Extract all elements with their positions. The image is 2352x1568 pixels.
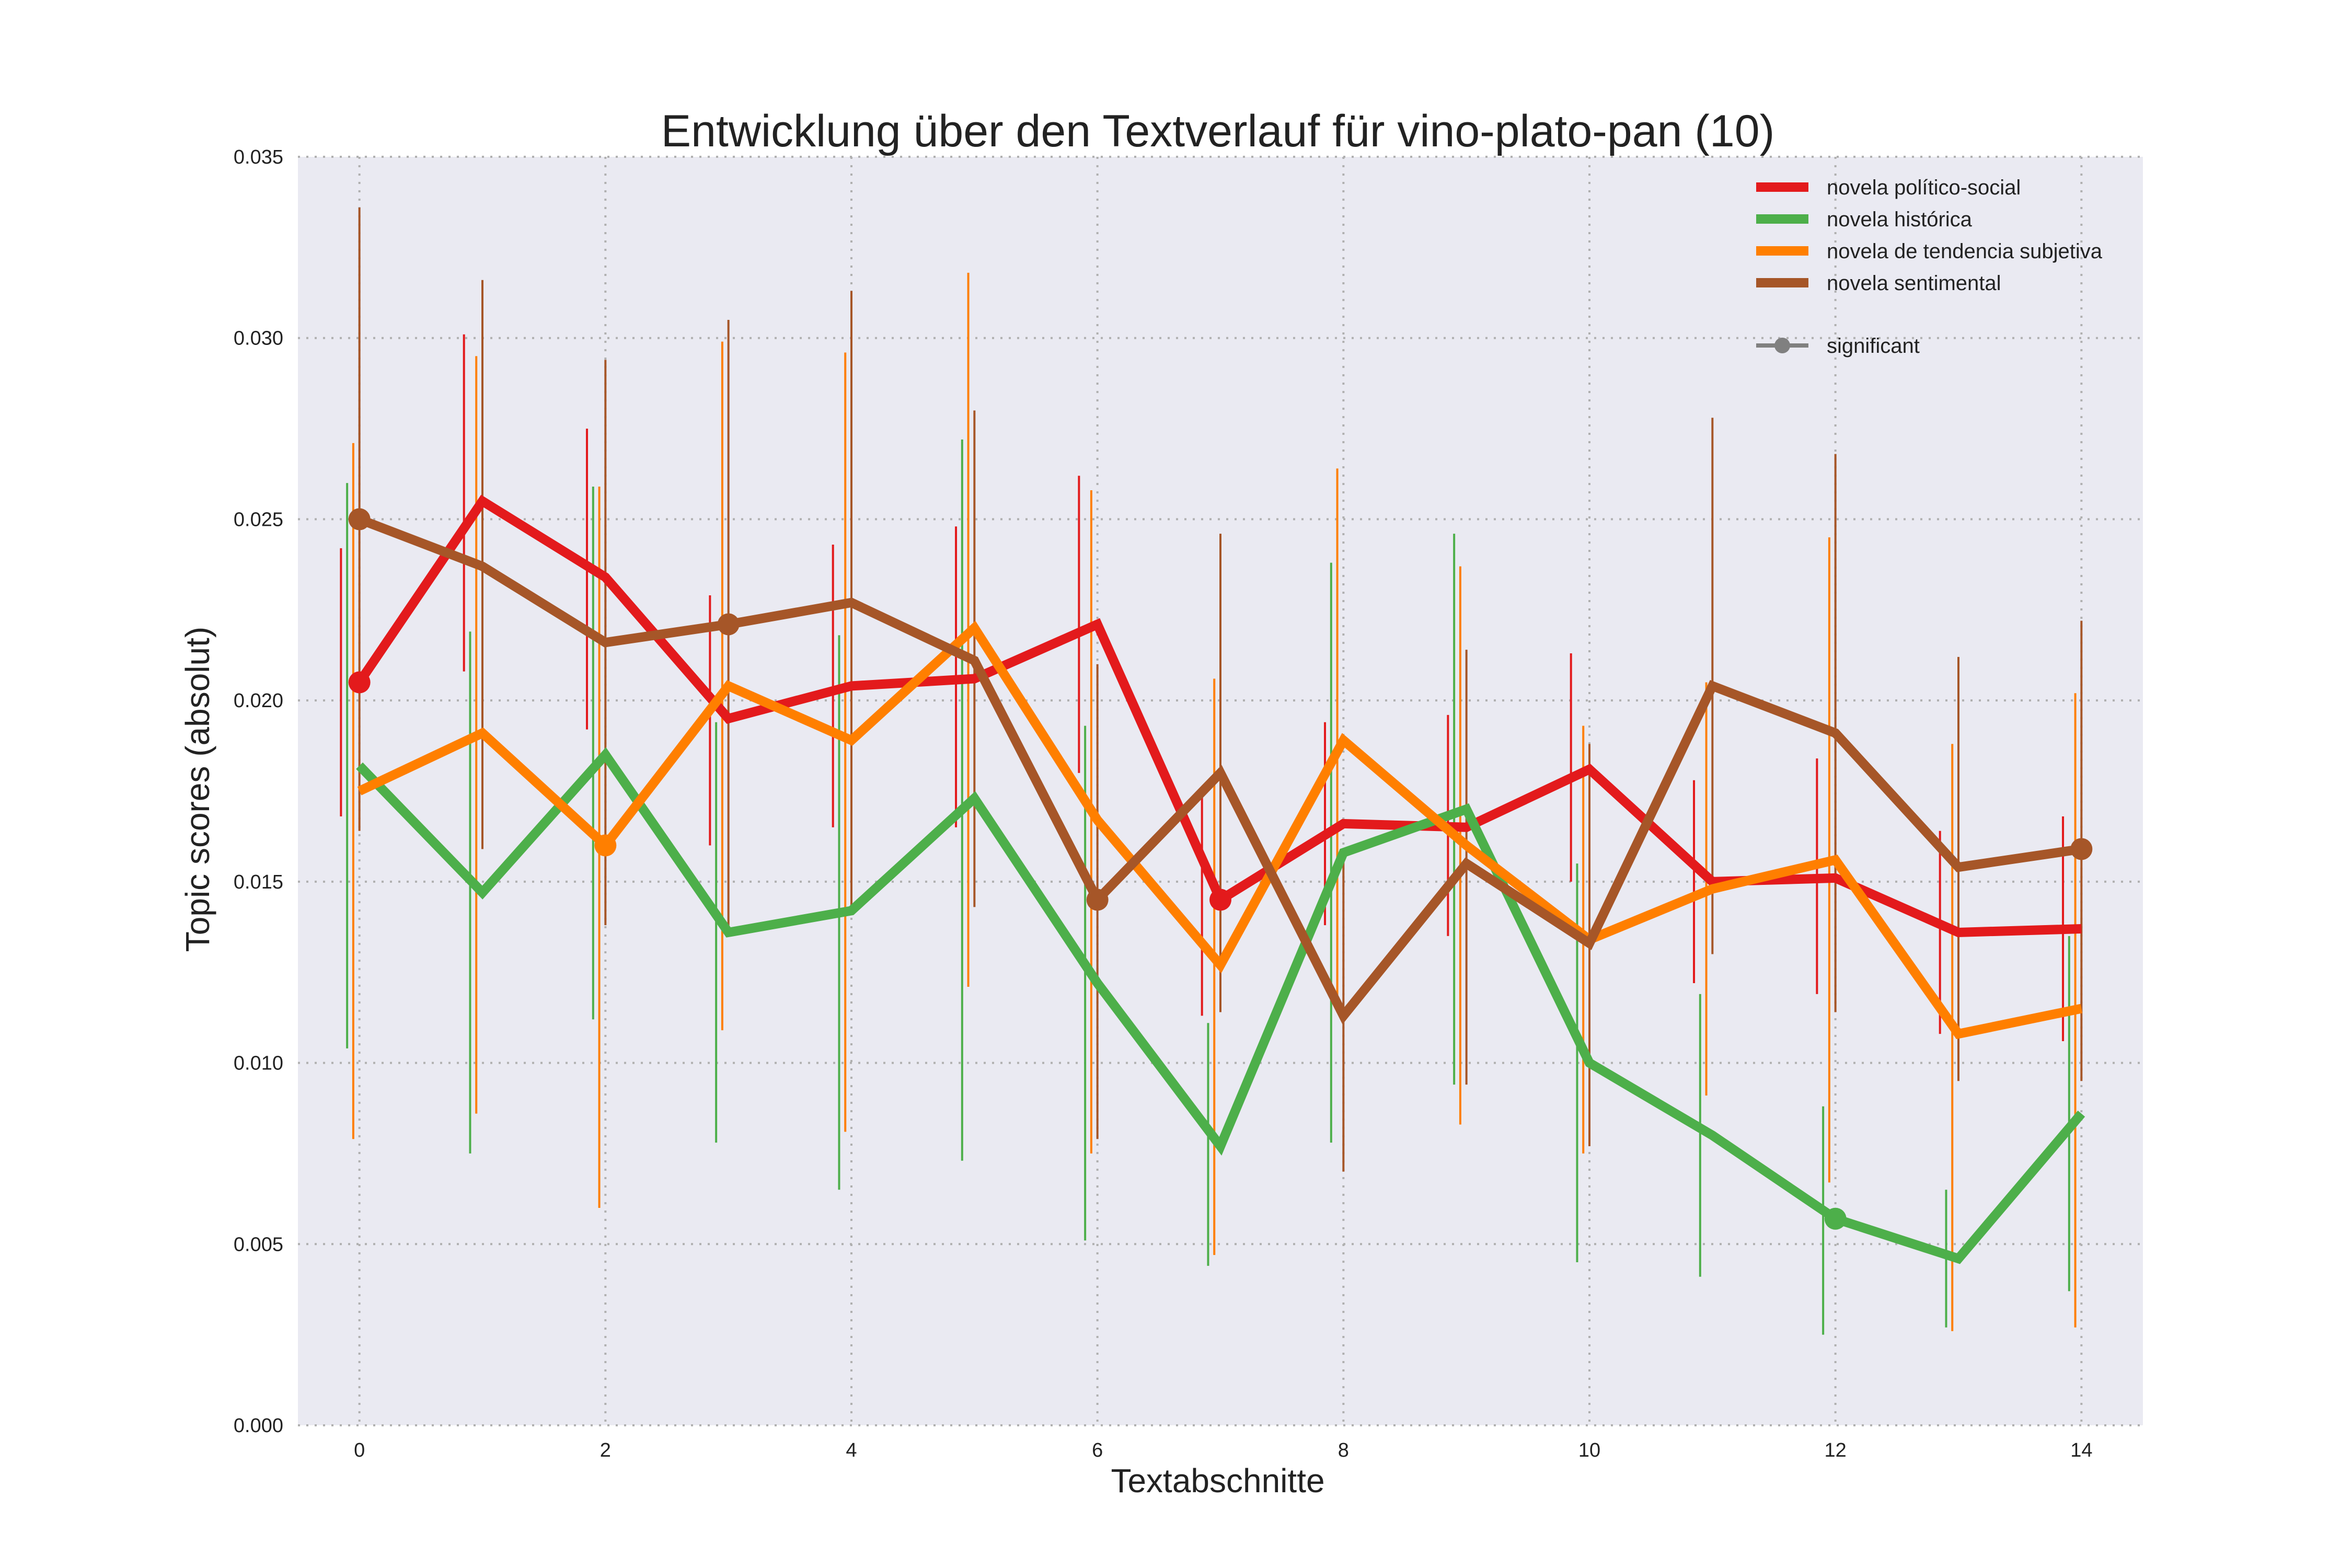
y-tick-label: 0.020 [234,690,283,712]
legend-label: novela histórica [1827,208,1973,231]
y-tick-label: 0.025 [234,509,283,531]
significant-point [1209,889,1231,911]
significant-point [2070,838,2093,860]
legend: novela político-social novela histórica no… [1756,176,2103,358]
y-tick-labels: 0.000 0.005 0.010 0.015 0.020 0.025 0.030 0.035 [234,146,283,1437]
x-tick-label: 4 [846,1439,857,1461]
legend-label: novela sentimental [1827,272,2001,295]
x-tick-label: 12 [1825,1439,1847,1461]
y-axis-label: Topic scores (absolut) [179,627,216,952]
y-tick-label: 0.005 [234,1233,283,1255]
chart-title: Entwicklung über den Textverlauf für vin… [661,106,1774,156]
y-tick-label: 0.010 [234,1053,283,1075]
y-tick-label: 0.015 [234,871,283,893]
y-tick-label: 0.000 [234,1415,283,1437]
x-tick-label: 14 [2070,1439,2092,1461]
legend-label: novela de tendencia subjetiva [1827,240,2103,263]
significant-point [717,613,740,636]
legend-label: novela político-social [1827,176,2021,199]
legend-label: significant [1827,335,1920,358]
x-tick-label: 2 [600,1439,611,1461]
significant-point [348,508,371,531]
significant-point [348,671,371,694]
y-tick-label: 0.035 [234,146,283,168]
significant-point [594,834,617,857]
x-tick-labels: 0 2 4 6 8 10 12 14 [354,1439,2092,1461]
x-tick-label: 6 [1092,1439,1103,1461]
significant-point [1086,889,1109,911]
significance-markers [348,508,2093,1230]
series-line [358,515,2082,1024]
series-line [356,747,2085,1264]
x-axis-label: Textabschnitte [1111,1462,1324,1500]
x-tick-label: 8 [1338,1439,1349,1461]
y-tick-label: 0.030 [234,328,283,350]
x-tick-label: 0 [354,1439,365,1461]
significant-point [1824,1207,1847,1230]
series-line [357,620,2083,1040]
legend-significant-marker [1774,338,1790,353]
x-tick-label: 10 [1578,1439,1600,1461]
